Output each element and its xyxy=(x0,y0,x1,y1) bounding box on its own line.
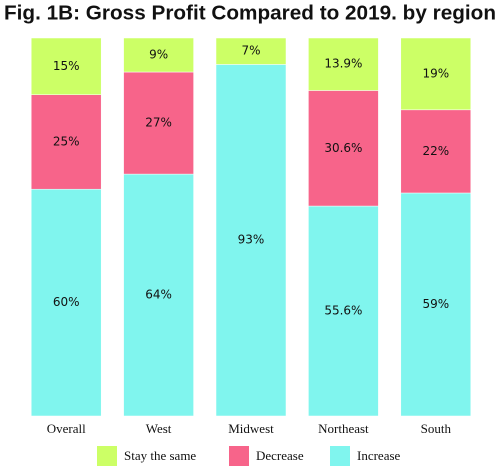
legend-swatch xyxy=(229,446,249,466)
value-label: 30.6% xyxy=(324,141,362,155)
bar-segment xyxy=(308,90,379,207)
value-label: 93% xyxy=(238,233,265,247)
value-label: 60% xyxy=(53,295,80,309)
chart-title: Fig. 1B: Gross Profit Compared to 2019. … xyxy=(4,2,496,24)
value-label: 25% xyxy=(53,134,80,148)
x-tick-label: South xyxy=(421,421,452,436)
value-label: 15% xyxy=(53,59,80,73)
bar-segment xyxy=(308,205,379,417)
x-tick-label: Northeast xyxy=(318,421,369,436)
legend-label: Increase xyxy=(357,448,401,463)
x-tick-label: West xyxy=(146,421,172,436)
value-label: 9% xyxy=(149,48,168,62)
x-tick-label: Overall xyxy=(47,421,86,436)
bar-segment xyxy=(123,173,194,417)
value-label: 22% xyxy=(422,144,449,158)
bar-segment xyxy=(400,109,472,194)
legend-swatch xyxy=(330,446,350,466)
value-label: 55.6% xyxy=(324,304,362,318)
value-label: 13.9% xyxy=(324,57,362,71)
bar-segment xyxy=(215,64,287,417)
value-label: 19% xyxy=(422,66,449,80)
value-label: 7% xyxy=(241,44,260,58)
value-label: 59% xyxy=(422,297,449,311)
x-tick-label: Midwest xyxy=(228,421,274,436)
bar-segment xyxy=(400,192,472,417)
bar-segment xyxy=(400,37,472,111)
value-label: 64% xyxy=(145,288,172,302)
bar-segment xyxy=(215,37,287,65)
bar-segment xyxy=(30,37,102,95)
legend-label: Stay the same xyxy=(124,448,196,463)
legend-label: Decrease xyxy=(256,448,304,463)
value-label: 27% xyxy=(145,116,172,130)
legend-swatch xyxy=(97,446,117,466)
bar-segment xyxy=(30,188,102,417)
bar-segment xyxy=(123,71,194,175)
bar-segment xyxy=(308,37,379,91)
bar-segment xyxy=(123,37,194,73)
bar-segment xyxy=(30,94,102,190)
